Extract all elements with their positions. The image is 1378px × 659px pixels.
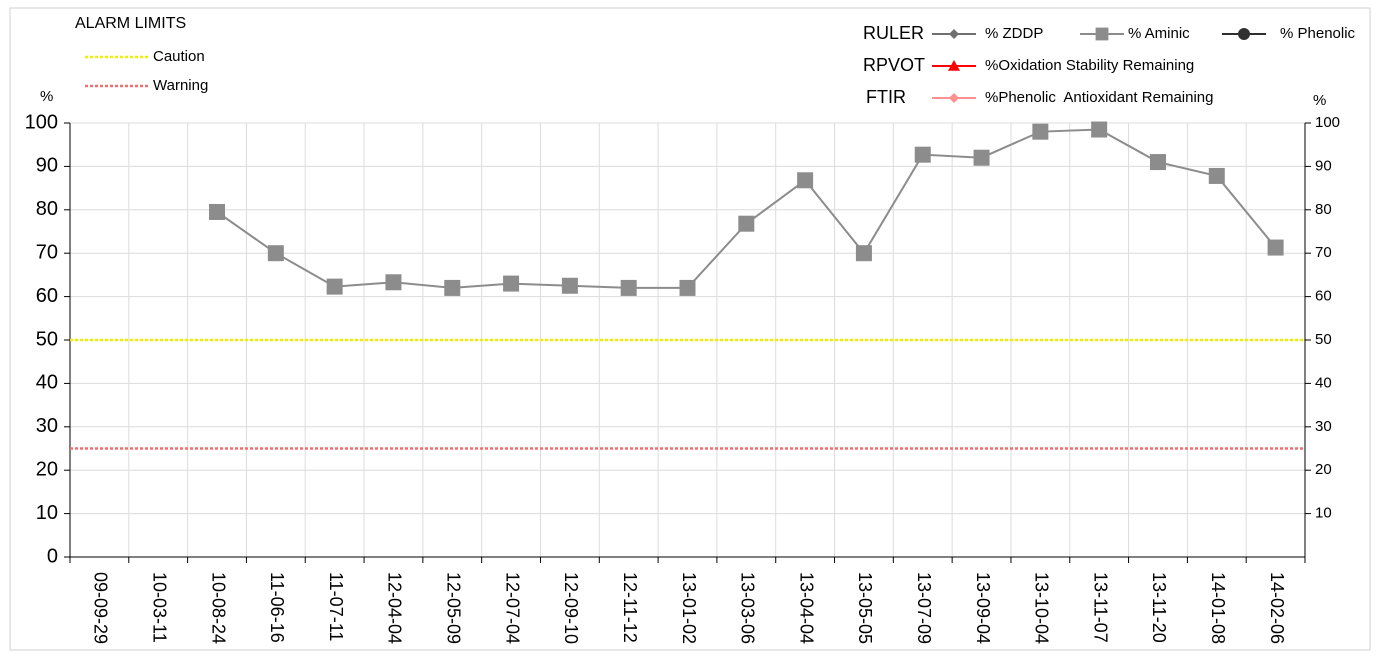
y-axis-label: % bbox=[40, 88, 53, 105]
y-tick-label: 20 bbox=[36, 458, 58, 480]
marker bbox=[561, 277, 578, 294]
y2-tick-label: 30 bbox=[1315, 418, 1332, 435]
marker bbox=[914, 146, 931, 163]
x-tick-label: 13-01-02 bbox=[679, 572, 699, 644]
x-tick-label: 13-07-09 bbox=[914, 572, 934, 644]
legend-label: % ZDDP bbox=[985, 25, 1043, 42]
x-tick-label: 11-06-16 bbox=[267, 572, 287, 643]
x-tick-label: 13-05-05 bbox=[855, 572, 875, 644]
x-tick-label: 10-03-11 bbox=[149, 572, 169, 643]
y-tick-label: 30 bbox=[36, 415, 58, 437]
y2-tick-label: 100 bbox=[1315, 114, 1340, 131]
alarm-title: ALARM LIMITS bbox=[75, 15, 186, 32]
y2-tick-label: 20 bbox=[1315, 461, 1332, 478]
y2-tick-label: 40 bbox=[1315, 374, 1332, 391]
legend-group-label: RULER bbox=[863, 23, 924, 43]
marker bbox=[797, 172, 814, 189]
y-tick-label: 80 bbox=[36, 198, 58, 220]
marker bbox=[1267, 239, 1284, 256]
x-tick-label: 14-01-08 bbox=[1208, 572, 1228, 644]
legend-group-label: FTIR bbox=[866, 87, 906, 107]
marker bbox=[949, 93, 959, 103]
marker bbox=[209, 203, 226, 220]
x-tick-label: 13-11-07 bbox=[1090, 572, 1110, 643]
legend-label: % Phenolic bbox=[1280, 25, 1356, 42]
legend-label: % Aminic bbox=[1128, 25, 1190, 42]
x-tick-label: 13-03-06 bbox=[738, 572, 758, 644]
x-tick-label: 12-04-04 bbox=[385, 572, 405, 644]
marker bbox=[385, 274, 402, 291]
y2-tick-label: 10 bbox=[1315, 505, 1332, 522]
x-tick-label: 13-10-04 bbox=[1032, 572, 1052, 644]
marker bbox=[326, 278, 343, 295]
marker bbox=[973, 149, 990, 166]
y-tick-label: 10 bbox=[36, 502, 58, 524]
marker bbox=[949, 29, 959, 39]
legend-label: %Phenolic Antioxidant Remaining bbox=[985, 89, 1213, 106]
marker bbox=[1238, 28, 1250, 40]
y2-tick-label: 90 bbox=[1315, 157, 1332, 174]
legend-group-label: RPVOT bbox=[863, 55, 925, 75]
x-tick-label: 12-05-09 bbox=[444, 572, 464, 644]
marker bbox=[444, 279, 461, 296]
marker bbox=[1208, 167, 1225, 184]
y-tick-label: 0 bbox=[47, 545, 58, 567]
marker bbox=[855, 245, 872, 262]
marker bbox=[503, 275, 520, 292]
x-tick-label: 09-09-29 bbox=[91, 572, 111, 644]
y-tick-label: 70 bbox=[36, 241, 58, 263]
y-tick-label: 60 bbox=[36, 285, 58, 307]
alarm-legend-label: Warning bbox=[153, 77, 208, 94]
y-tick-label: 100 bbox=[25, 111, 58, 133]
x-tick-label: 12-07-04 bbox=[502, 572, 522, 644]
x-tick-label: 13-11-20 bbox=[1149, 572, 1169, 643]
marker bbox=[620, 279, 637, 296]
legend-label: %Oxidation Stability Remaining bbox=[985, 57, 1194, 74]
x-tick-label: 11-07-11 bbox=[326, 572, 346, 641]
y-tick-label: 90 bbox=[36, 155, 58, 177]
x-tick-label: 10-08-24 bbox=[208, 572, 228, 644]
x-tick-label: 13-09-04 bbox=[973, 572, 993, 644]
y2-tick-label: 50 bbox=[1315, 331, 1332, 348]
marker bbox=[1095, 27, 1109, 41]
marker bbox=[679, 279, 696, 296]
marker bbox=[1032, 123, 1049, 140]
marker bbox=[1149, 154, 1166, 171]
marker bbox=[1091, 121, 1108, 138]
y-tick-label: 40 bbox=[36, 372, 58, 394]
x-tick-label: 14-02-06 bbox=[1267, 572, 1287, 644]
marker bbox=[267, 245, 284, 262]
y2-tick-label: 70 bbox=[1315, 244, 1332, 261]
marker bbox=[948, 60, 960, 71]
y2-axis-label: % bbox=[1313, 92, 1326, 109]
y2-tick-label: 80 bbox=[1315, 201, 1332, 218]
alarm-legend-label: Caution bbox=[153, 48, 205, 65]
y2-tick-label: 60 bbox=[1315, 288, 1332, 305]
y-tick-label: 50 bbox=[36, 328, 58, 350]
marker bbox=[738, 215, 755, 232]
x-tick-label: 12-09-10 bbox=[561, 572, 581, 644]
x-tick-label: 13-04-04 bbox=[796, 572, 816, 644]
x-tick-label: 12-11-12 bbox=[620, 572, 640, 643]
chart-frame bbox=[9, 7, 1371, 651]
